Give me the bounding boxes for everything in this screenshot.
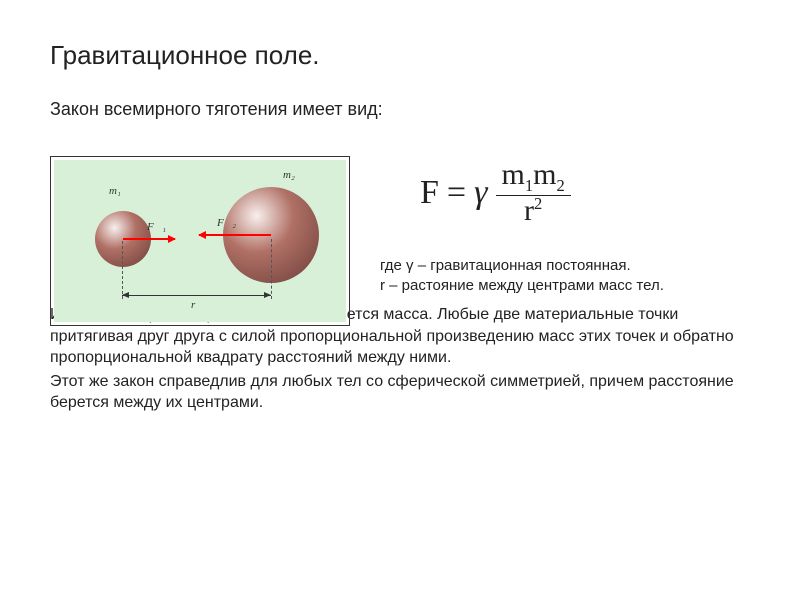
distance-measure-icon xyxy=(122,295,271,296)
distance-label: r xyxy=(191,299,195,311)
gamma-symbol: γ xyxy=(474,174,487,212)
force2-label: F⃗₂ xyxy=(217,217,236,229)
page-title: Гравитационное поле. xyxy=(50,40,750,71)
formula-F: F xyxy=(420,174,439,212)
num-sub2: 2 xyxy=(556,176,564,195)
vline2-icon xyxy=(271,239,272,299)
equals-sign: = xyxy=(447,174,466,212)
newton-gravity-formula: F = γ m1m2 r2 xyxy=(420,160,750,226)
vline1-icon xyxy=(122,241,123,299)
num-m1: m xyxy=(502,158,525,191)
explain-line2: r – растояние между центрами масс тел. xyxy=(380,276,750,296)
den-r: r xyxy=(524,194,534,227)
den-sup: 2 xyxy=(534,194,542,213)
formula-explain: где γ – гравитационная постоянная. r – р… xyxy=(380,256,750,297)
gravity-diagram: m₁ m₂ F⃗₁ F⃗₂ r xyxy=(50,156,350,326)
force1-arrow-icon xyxy=(123,238,175,240)
content-row: m₁ m₂ F⃗₁ F⃗₂ r F = γ m1m2 r2 где γ – гр xyxy=(50,156,750,326)
mass1-label: m₁ xyxy=(109,185,121,197)
mass2-label: m₂ xyxy=(283,169,295,181)
body-p2: Этот же закон справедлив для любых тел с… xyxy=(50,371,750,414)
force2-arrow-icon xyxy=(199,234,271,236)
explain-line1: где γ – гравитационная постоянная. xyxy=(380,256,750,276)
force1-label: F⃗₁ xyxy=(147,221,166,233)
num-sub1: 1 xyxy=(525,176,533,195)
denominator: r2 xyxy=(518,196,548,226)
num-m2: m xyxy=(533,158,556,191)
numerator: m1m2 xyxy=(496,160,571,196)
fraction: m1m2 r2 xyxy=(496,160,571,226)
subtitle: Закон всемирного тяготения имеет вид: xyxy=(50,99,750,120)
formula-side: F = γ m1m2 r2 где γ – гравитационная пос… xyxy=(380,156,750,296)
